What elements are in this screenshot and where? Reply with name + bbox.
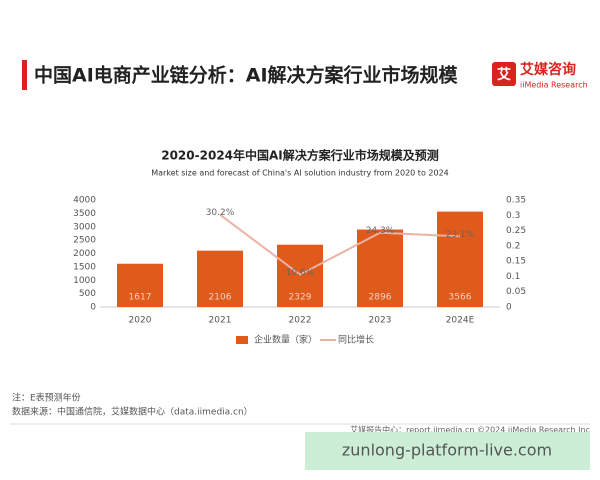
bar-value-label: 1617 [129,293,152,303]
bar [357,229,403,307]
legend-label: 同比增长 [338,334,374,346]
y2-tick-label: 0.05 [506,287,526,297]
y2-tick-label: 0.15 [506,257,526,267]
y2-tick-label: 0.25 [506,226,526,236]
line-value-label: 30.2% [206,208,235,218]
y-tick-label: 2000 [73,249,96,259]
y-tick-label: 1500 [73,262,96,272]
y2-tick-label: 0.35 [506,196,526,206]
watermark: zunlong-platform-live.com [342,441,552,460]
watermark-box [305,432,590,470]
growth-line [219,213,461,276]
y-tick-label: 2500 [73,236,96,246]
legend-label: 企业数量（家） [254,334,317,346]
x-tick-label: 2024E [446,316,475,326]
bar-value-label: 2329 [289,293,312,303]
bar-value-label: 2106 [209,293,232,303]
y-tick-label: 1000 [73,276,96,286]
bar [437,211,483,307]
y2-tick-label: 0.1 [506,272,520,282]
chart-title: 2020-2024年中国AI解决方案行业市场规模及预测 [161,148,439,163]
y-tick-label: 4000 [73,196,96,206]
header-accent [22,60,27,90]
x-tick-label: 2021 [209,316,232,326]
x-tick-label: 2022 [289,316,312,326]
header-title: 中国AI电商产业链分析：AI解决方案行业市场规模 [34,64,459,87]
bar [277,244,323,307]
y2-tick-label: 0.2 [506,241,520,251]
y2-tick-label: 0.3 [506,211,520,221]
bar [197,250,243,307]
bar-value-label: 2896 [369,293,392,303]
y-tick-label: 500 [79,289,96,299]
chart-subtitle: Market size and forecast of China's AI s… [151,169,449,178]
x-tick-label: 2023 [369,316,392,326]
logo-icon [492,62,516,86]
logo-glyph: 艾 [497,66,511,83]
line-value-label: 23.1% [446,230,475,240]
line-value-label: 10.6% [286,268,315,278]
y2-tick-label: 0 [506,303,512,313]
legend-swatch [236,336,248,344]
footer: 艾媒报告中心：report.iimedia.cn ©2024 iiMedia R… [350,425,590,435]
x-tick-label: 2020 [129,316,152,326]
logo-en: iiMedia Research [520,81,588,90]
y-tick-label: 3000 [73,222,96,232]
line-value-label: 24.3% [366,226,395,236]
y-tick-label: 0 [90,303,96,313]
bar [117,263,163,307]
note: 注：E表预测年份 [12,392,81,404]
y-tick-label: 3500 [73,209,96,219]
bar-value-label: 3566 [449,293,472,303]
source: 数据来源：中国通信院，艾媒数据中心（data.iimedia.cn） [12,406,253,418]
logo-cn: 艾媒咨询 [520,61,576,78]
